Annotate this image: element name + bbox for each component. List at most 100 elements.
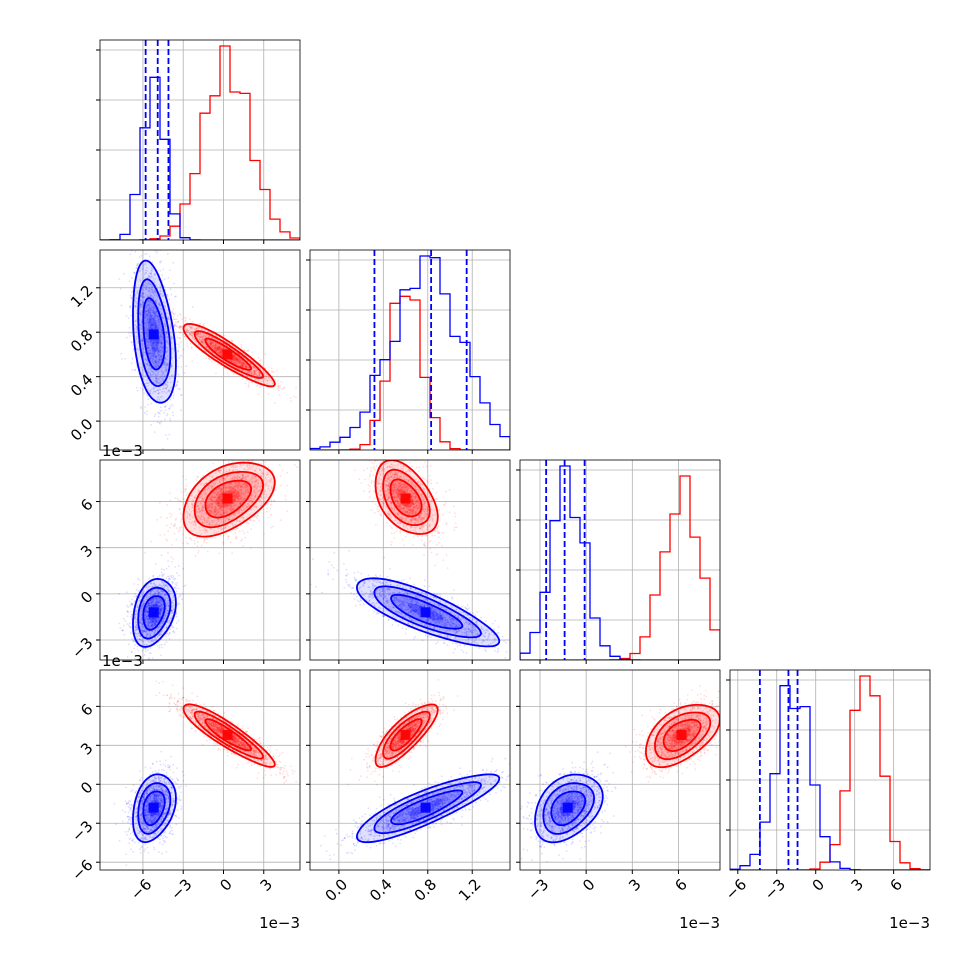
scatter-point bbox=[273, 499, 275, 502]
scatter-point bbox=[155, 319, 158, 322]
scatter-point bbox=[228, 486, 231, 489]
scatter-point bbox=[256, 375, 258, 377]
scatter-point bbox=[186, 515, 189, 518]
scatter-point bbox=[156, 380, 159, 383]
scatter-point bbox=[201, 336, 204, 339]
scatter-point bbox=[277, 380, 279, 382]
scatter-point bbox=[146, 344, 149, 346]
scatter-point bbox=[136, 333, 139, 336]
scatter-point bbox=[236, 359, 239, 362]
scatter-point bbox=[226, 524, 229, 527]
scatter-point bbox=[154, 359, 157, 362]
scatter-point bbox=[149, 283, 152, 286]
scatter-point bbox=[170, 335, 173, 337]
scatter-point bbox=[218, 510, 221, 513]
scatter-point bbox=[142, 351, 145, 354]
scatter-point bbox=[154, 292, 157, 294]
scatter-point bbox=[214, 347, 217, 350]
scatter-point bbox=[171, 365, 173, 368]
scatter-point bbox=[214, 346, 216, 349]
scatter-point bbox=[244, 482, 247, 485]
scatter-point bbox=[210, 341, 213, 344]
scatter-point bbox=[247, 366, 250, 369]
scatter-point bbox=[180, 341, 182, 343]
scatter-point bbox=[237, 358, 239, 361]
scatter-point bbox=[136, 645, 139, 648]
scatter-point bbox=[136, 290, 139, 292]
scatter-point bbox=[209, 489, 212, 492]
scatter-point bbox=[241, 364, 244, 367]
scatter-point bbox=[224, 347, 227, 350]
scatter-point bbox=[245, 489, 248, 492]
scatter-point bbox=[149, 326, 152, 328]
scatter-point bbox=[204, 336, 207, 338]
scatter-point bbox=[164, 418, 166, 421]
scatter-point bbox=[235, 485, 238, 488]
scatter-point bbox=[224, 486, 227, 489]
scatter-point bbox=[144, 313, 147, 316]
scatter-point bbox=[216, 346, 219, 348]
scatter-point bbox=[221, 488, 223, 490]
scatter-point bbox=[238, 360, 241, 363]
scatter-point bbox=[164, 358, 167, 361]
scatter-point bbox=[246, 469, 248, 472]
scatter-point bbox=[146, 304, 149, 307]
scatter-point bbox=[188, 329, 191, 332]
scatter-point bbox=[178, 508, 181, 510]
scatter-point bbox=[186, 331, 189, 333]
scatter-point bbox=[223, 527, 226, 530]
scatter-point bbox=[262, 369, 264, 372]
scatter-point bbox=[209, 499, 212, 501]
scatter-point bbox=[216, 347, 218, 350]
scatter-point bbox=[167, 530, 170, 533]
scatter-point bbox=[156, 342, 159, 344]
scatter-point bbox=[197, 327, 200, 330]
scatter-point bbox=[176, 325, 179, 328]
scatter-point bbox=[158, 336, 161, 339]
scatter-point bbox=[154, 341, 157, 344]
scatter-point bbox=[166, 384, 169, 387]
scatter-point bbox=[131, 247, 133, 249]
scatter-point bbox=[157, 389, 160, 392]
scatter-point bbox=[211, 504, 214, 507]
scatter-point bbox=[254, 367, 257, 370]
scatter-point bbox=[146, 313, 149, 316]
scatter-point bbox=[145, 338, 148, 341]
scatter-point bbox=[223, 503, 226, 506]
scatter-point bbox=[184, 320, 186, 323]
scatter-point bbox=[251, 476, 254, 479]
scatter-point bbox=[168, 389, 171, 391]
scatter-point bbox=[243, 451, 245, 453]
scatter-point bbox=[241, 365, 244, 368]
scatter-point bbox=[217, 508, 219, 511]
scatter-point bbox=[163, 278, 166, 281]
scatter-point bbox=[133, 271, 136, 274]
scatter-point bbox=[149, 392, 152, 395]
scatter-point bbox=[151, 324, 154, 327]
scatter-point bbox=[236, 355, 239, 358]
scatter-point bbox=[194, 341, 197, 344]
scatter-point bbox=[196, 333, 199, 335]
scatter-point bbox=[196, 327, 198, 330]
scatter-point bbox=[220, 354, 223, 357]
scatter-point bbox=[142, 267, 145, 270]
scatter-point bbox=[147, 274, 150, 277]
scatter-point bbox=[165, 369, 168, 371]
scatter-point bbox=[192, 524, 195, 526]
scatter-point bbox=[250, 372, 253, 374]
scatter-point bbox=[154, 350, 157, 353]
scatter-point bbox=[162, 317, 164, 320]
scatter-point bbox=[213, 347, 215, 350]
scatter-point bbox=[178, 327, 181, 329]
scatter-point bbox=[163, 375, 166, 377]
scatter-point bbox=[211, 485, 214, 487]
scatter-point bbox=[155, 377, 158, 380]
scatter-point bbox=[247, 385, 250, 388]
scatter-point bbox=[266, 503, 269, 506]
scatter-point bbox=[135, 296, 138, 299]
scatter-point bbox=[176, 497, 179, 500]
scatter-point bbox=[210, 344, 212, 346]
scatter-point bbox=[151, 349, 153, 351]
scatter-point bbox=[212, 345, 215, 347]
scatter-point bbox=[192, 327, 194, 329]
